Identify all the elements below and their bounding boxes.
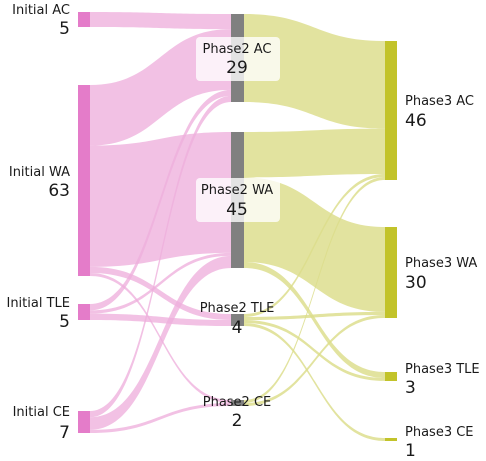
node-name-phase3-ac: Phase3 AC bbox=[405, 94, 474, 109]
node-name-phase3-tle: Phase3 TLE bbox=[405, 362, 480, 377]
link-initial-ce-to-phase2-ac bbox=[90, 95, 231, 418]
label-backdrop-phase2-ac bbox=[196, 37, 280, 81]
node-value-phase2-wa: 45 bbox=[226, 200, 248, 220]
node-name-phase3-ce: Phase3 CE bbox=[405, 425, 474, 440]
node-phase3-ac bbox=[385, 41, 397, 180]
link-phase2-wa-to-phase3-ac bbox=[244, 128, 385, 178]
node-value-phase2-tle: 4 bbox=[232, 318, 243, 338]
link-initial-ce-to-phase2-ce bbox=[90, 403, 231, 433]
node-initial-tle bbox=[78, 304, 90, 320]
link-phase2-tle-to-phase3-ac bbox=[244, 173, 385, 317]
node-value-initial-ac: 5 bbox=[59, 19, 70, 39]
link-phase2-tle-to-phase3-wa bbox=[244, 311, 385, 320]
link-phase2-tle-to-phase3-ce bbox=[244, 323, 385, 441]
link-initial-wa-to-phase2-ac bbox=[90, 29, 231, 146]
node-name-phase2-ce: Phase2 CE bbox=[203, 395, 272, 410]
link-initial-tle-to-phase2-ac bbox=[90, 89, 231, 311]
node-name-phase3-wa: Phase3 WA bbox=[405, 256, 477, 271]
node-phase2-ce bbox=[231, 400, 244, 406]
node-name-initial-ce: Initial CE bbox=[13, 405, 70, 420]
link-phase2-ce-to-phase3-wa bbox=[244, 314, 385, 406]
node-name-initial-ac: Initial AC bbox=[12, 3, 70, 18]
node-phase3-wa bbox=[385, 227, 397, 318]
node-value-phase3-wa: 30 bbox=[405, 273, 427, 293]
sankey-links bbox=[90, 12, 385, 441]
node-value-phase2-ce: 2 bbox=[232, 411, 243, 431]
node-value-phase3-ce: 1 bbox=[405, 441, 416, 461]
node-value-initial-wa: 63 bbox=[48, 181, 70, 201]
node-value-phase3-tle: 3 bbox=[405, 378, 416, 398]
node-value-initial-tle: 5 bbox=[59, 312, 70, 332]
node-initial-ce bbox=[78, 411, 90, 433]
link-initial-tle-to-phase2-tle bbox=[90, 313, 231, 326]
node-phase3-ce bbox=[385, 438, 397, 441]
link-phase2-ce-to-phase3-ac bbox=[244, 176, 385, 403]
node-phase2-tle bbox=[231, 314, 244, 326]
node-value-phase3-ac: 46 bbox=[405, 111, 427, 131]
node-name-phase2-wa: Phase2 WA bbox=[201, 183, 273, 198]
node-value-initial-ce: 7 bbox=[59, 423, 70, 443]
node-value-phase2-ac: 29 bbox=[226, 58, 248, 78]
node-name-phase2-ac: Phase2 AC bbox=[203, 42, 272, 57]
node-initial-ac bbox=[78, 12, 90, 27]
node-phase3-tle bbox=[385, 372, 397, 381]
link-phase2-tle-to-phase3-tle bbox=[244, 320, 385, 381]
link-phase2-wa-to-phase3-tle bbox=[244, 261, 385, 378]
node-initial-wa bbox=[78, 85, 90, 276]
label-backdrop-phase2-wa bbox=[196, 178, 280, 222]
link-initial-tle-to-phase2-wa bbox=[90, 252, 231, 314]
node-name-initial-wa: Initial WA bbox=[9, 165, 70, 180]
link-initial-ac-to-phase2-ac bbox=[90, 12, 231, 30]
link-initial-ce-to-phase2-wa bbox=[90, 255, 231, 430]
node-name-initial-tle: Initial TLE bbox=[6, 296, 70, 311]
link-initial-wa-to-phase2-tle bbox=[90, 266, 231, 320]
node-name-phase2-tle: Phase2 TLE bbox=[200, 301, 275, 316]
